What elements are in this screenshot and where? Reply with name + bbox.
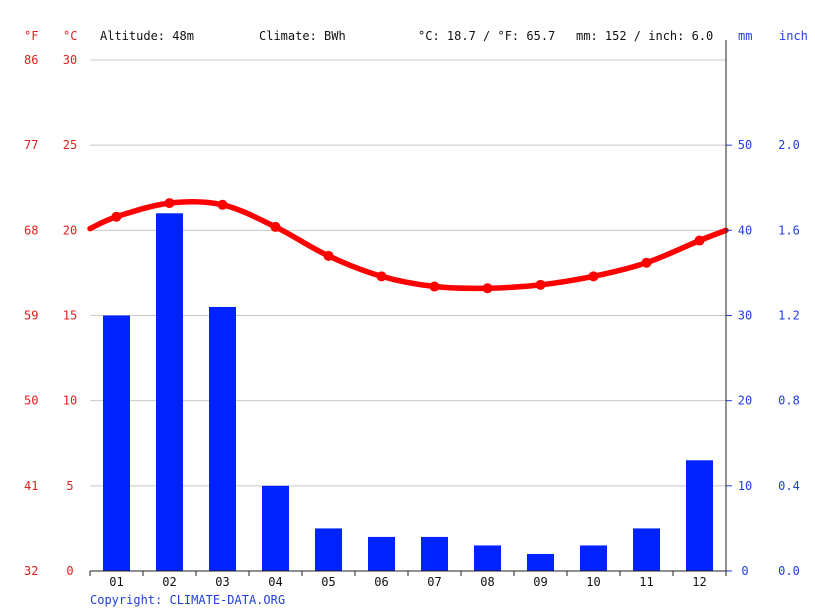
temperature-point bbox=[429, 281, 440, 292]
precipitation-bar bbox=[209, 306, 236, 571]
month-label: 07 bbox=[427, 575, 441, 589]
celsius-tick-label: 30 bbox=[63, 53, 77, 67]
precipitation-bar bbox=[421, 536, 448, 571]
mm-tick-label: 20 bbox=[738, 394, 752, 408]
month-label: 04 bbox=[268, 575, 282, 589]
precipitation-bar bbox=[527, 553, 554, 571]
temperature-point bbox=[111, 211, 122, 222]
mm-tick-label: 30 bbox=[738, 309, 752, 323]
month-label: 11 bbox=[639, 575, 653, 589]
temperature-point bbox=[588, 271, 599, 282]
fahrenheit-tick-label: 68 bbox=[24, 223, 38, 237]
precipitation-bar bbox=[474, 545, 501, 571]
temperature-point bbox=[376, 271, 387, 282]
precipitation-bar bbox=[315, 528, 342, 571]
temperature-point bbox=[217, 199, 228, 210]
mm-unit-label: mm bbox=[738, 29, 752, 43]
fahrenheit-unit-label: °F bbox=[24, 29, 38, 43]
mm-tick-label: 40 bbox=[738, 223, 752, 237]
total-precipitation-label: mm: 152 / inch: 6.0 bbox=[576, 29, 713, 43]
month-label: 09 bbox=[533, 575, 547, 589]
inch-tick-label: 0.0 bbox=[778, 564, 800, 578]
temperature-point bbox=[270, 221, 281, 232]
precipitation-bar bbox=[368, 536, 395, 571]
inch-unit-label: inch bbox=[779, 29, 808, 43]
month-label: 01 bbox=[109, 575, 123, 589]
month-label: 06 bbox=[374, 575, 388, 589]
celsius-tick-label: 0 bbox=[66, 564, 73, 578]
month-label: 05 bbox=[321, 575, 335, 589]
precipitation-bar bbox=[633, 528, 660, 571]
axis-layer: 32 0 41 5 50 10 59 15 68 20 77 25 86 30 0 0.0 10 0.4 20 0.8… bbox=[24, 40, 800, 589]
celsius-tick-label: 15 bbox=[63, 309, 77, 323]
temperature-point bbox=[641, 257, 652, 268]
inch-tick-label: 0.8 bbox=[778, 394, 800, 408]
month-label: 03 bbox=[215, 575, 229, 589]
fahrenheit-tick-label: 50 bbox=[24, 394, 38, 408]
altitude-label: Altitude: 48m bbox=[100, 29, 194, 43]
temperature-point bbox=[164, 198, 175, 209]
month-label: 12 bbox=[692, 575, 706, 589]
grid-layer bbox=[90, 59, 726, 487]
precipitation-bars bbox=[103, 213, 713, 572]
fahrenheit-tick-label: 77 bbox=[24, 138, 38, 152]
precipitation-bar bbox=[686, 460, 713, 571]
copyright-text: Copyright: CLIMATE-DATA.ORG bbox=[90, 593, 285, 607]
month-label: 10 bbox=[586, 575, 600, 589]
inch-tick-label: 0.4 bbox=[778, 479, 800, 493]
inch-tick-label: 1.6 bbox=[778, 223, 800, 237]
inch-tick-label: 2.0 bbox=[778, 138, 800, 152]
celsius-unit-label: °C bbox=[63, 29, 77, 43]
mm-tick-label: 0 bbox=[741, 564, 748, 578]
mm-tick-label: 10 bbox=[738, 479, 752, 493]
celsius-tick-label: 25 bbox=[63, 138, 77, 152]
temperature-point bbox=[323, 250, 334, 261]
celsius-tick-label: 10 bbox=[63, 394, 77, 408]
precipitation-bar bbox=[262, 485, 289, 571]
precipitation-bar bbox=[103, 315, 130, 571]
month-label: 08 bbox=[480, 575, 494, 589]
climate-label: Climate: BWh bbox=[259, 29, 346, 43]
temperature-point bbox=[535, 279, 546, 290]
celsius-tick-label: 5 bbox=[66, 479, 73, 493]
temperature-line-layer bbox=[87, 198, 729, 294]
average-temperature-label: °C: 18.7 / °F: 65.7 bbox=[418, 29, 555, 43]
inch-tick-label: 1.2 bbox=[778, 309, 800, 323]
fahrenheit-tick-label: 41 bbox=[24, 479, 38, 493]
temperature-point bbox=[694, 235, 705, 246]
celsius-tick-label: 20 bbox=[63, 223, 77, 237]
fahrenheit-tick-label: 86 bbox=[24, 53, 38, 67]
fahrenheit-tick-label: 32 bbox=[24, 564, 38, 578]
precipitation-bar bbox=[580, 545, 607, 571]
precipitation-bar bbox=[156, 213, 183, 572]
temperature-point bbox=[482, 283, 493, 294]
fahrenheit-tick-label: 59 bbox=[24, 309, 38, 323]
month-label: 02 bbox=[162, 575, 176, 589]
mm-tick-label: 50 bbox=[738, 138, 752, 152]
temperature-line bbox=[87, 198, 729, 292]
